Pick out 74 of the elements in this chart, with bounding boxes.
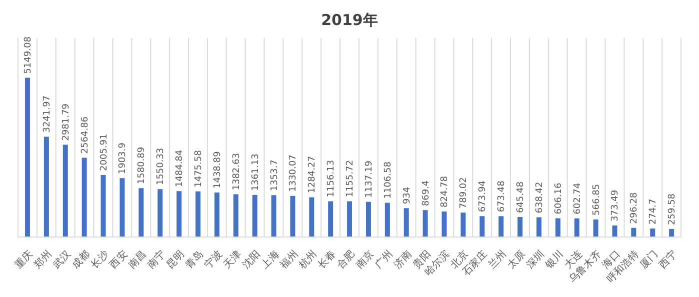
data-label: 3241.97 [42, 96, 52, 133]
data-label: 1903.9 [118, 142, 128, 174]
data-label: 296.28 [630, 192, 640, 224]
bar [120, 178, 125, 237]
data-label: 2005.91 [99, 134, 110, 171]
bar [442, 212, 447, 237]
bar [138, 188, 144, 237]
bar [82, 158, 87, 237]
bar [460, 212, 466, 237]
bar [176, 191, 182, 237]
data-label: 1550.33 [156, 148, 166, 186]
data-label: 824.78 [440, 176, 450, 208]
data-label: 1330.07 [288, 154, 299, 192]
bar [555, 218, 560, 237]
data-label: 673.48 [497, 180, 508, 212]
data-label: 869.4 [421, 180, 432, 206]
data-label: 259.58 [668, 193, 678, 225]
bar [612, 225, 618, 237]
bar [536, 217, 542, 237]
bar [480, 216, 485, 237]
data-label: 1580.89 [137, 146, 148, 184]
data-label: 602.74 [572, 182, 583, 214]
bar [631, 228, 636, 237]
data-label: 2981.79 [61, 103, 72, 141]
bar [574, 218, 580, 237]
data-label: 1106.58 [383, 161, 394, 199]
data-label: 373.49 [610, 190, 621, 222]
bar [518, 217, 523, 237]
bar [498, 216, 504, 237]
bar [100, 174, 106, 237]
bar [44, 136, 49, 237]
bar [347, 201, 352, 237]
data-label: 789.02 [459, 177, 470, 209]
data-label: 1382.63 [232, 153, 242, 190]
bar [309, 197, 314, 237]
x-tick-label: 福州 [278, 248, 300, 271]
data-label: 638.42 [534, 182, 545, 214]
bar [422, 210, 428, 237]
bar [290, 196, 296, 237]
bar [366, 202, 371, 237]
bar [214, 192, 220, 237]
data-label: 934 [402, 186, 412, 204]
data-label: 673.94 [478, 180, 488, 212]
bar [650, 228, 656, 237]
data-label: 1155.72 [346, 160, 356, 198]
bar [669, 228, 674, 237]
bar [195, 191, 200, 237]
data-label: 606.16 [554, 182, 564, 214]
bar [404, 208, 409, 237]
bar [271, 195, 276, 237]
x-tick-label: 济南 [391, 248, 414, 271]
data-label: 1438.89 [212, 151, 223, 189]
data-label: 1353.7 [270, 160, 280, 192]
data-label: 1284.27 [308, 156, 318, 194]
data-label: 2564.86 [80, 116, 90, 154]
bar [158, 189, 163, 237]
bar [328, 201, 334, 237]
data-label: 1156.13 [326, 160, 337, 198]
bar [25, 78, 30, 237]
bar [593, 219, 598, 237]
chart-title: 2019年 [320, 10, 379, 31]
data-label: 1137.19 [364, 160, 374, 198]
data-label: 1361.13 [250, 154, 261, 191]
data-label: 5149.08 [24, 36, 34, 74]
data-label: 274.7 [648, 198, 659, 225]
bar [62, 144, 68, 237]
data-label: 566.85 [592, 184, 602, 216]
data-label: 1475.58 [194, 150, 204, 188]
bar [252, 194, 258, 237]
bar [384, 202, 390, 237]
bar [233, 194, 238, 237]
data-label: 1484.84 [175, 150, 186, 188]
x-tick-label: 西宁 [656, 248, 680, 271]
data-label: 645.48 [516, 181, 526, 214]
